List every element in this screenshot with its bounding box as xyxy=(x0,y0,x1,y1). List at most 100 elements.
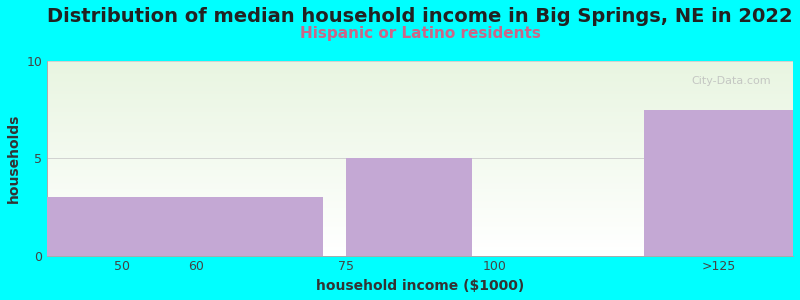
Bar xyxy=(47,163,793,164)
Bar xyxy=(47,242,793,243)
Bar xyxy=(47,73,793,74)
Bar xyxy=(47,255,793,256)
Bar xyxy=(47,174,793,175)
Bar xyxy=(47,69,793,70)
Bar xyxy=(47,169,793,170)
Bar xyxy=(47,86,793,87)
Bar xyxy=(47,160,793,161)
Bar xyxy=(47,106,793,108)
Bar xyxy=(47,145,793,146)
Bar xyxy=(47,140,793,141)
Bar xyxy=(47,238,793,239)
Bar xyxy=(47,118,793,119)
Bar xyxy=(47,253,793,254)
Bar xyxy=(47,105,793,106)
Bar xyxy=(47,136,793,137)
Bar xyxy=(47,204,793,205)
Bar xyxy=(47,215,793,216)
Bar xyxy=(47,218,793,219)
X-axis label: household income ($1000): household income ($1000) xyxy=(316,279,524,293)
Bar xyxy=(47,68,793,69)
Bar xyxy=(47,219,793,220)
Bar xyxy=(47,129,793,130)
Bar xyxy=(47,108,793,109)
Bar xyxy=(47,220,793,221)
Bar xyxy=(47,193,793,194)
Bar xyxy=(644,110,793,256)
Bar xyxy=(47,97,793,98)
Bar xyxy=(47,79,793,80)
Bar xyxy=(47,152,793,153)
Bar xyxy=(47,116,793,117)
Bar xyxy=(47,159,793,160)
Text: City-Data.com: City-Data.com xyxy=(691,76,770,86)
Bar xyxy=(47,167,793,168)
Bar xyxy=(47,190,793,191)
Bar xyxy=(47,119,793,120)
Bar xyxy=(47,243,793,244)
Bar xyxy=(47,83,793,84)
Bar xyxy=(47,122,793,123)
Bar xyxy=(47,144,793,145)
Bar xyxy=(47,110,793,112)
Bar xyxy=(47,184,793,185)
Bar xyxy=(47,224,793,225)
Bar xyxy=(47,230,793,231)
Bar xyxy=(47,189,793,190)
Bar xyxy=(47,146,793,148)
Bar xyxy=(47,228,793,229)
Bar xyxy=(47,164,793,165)
Text: Hispanic or Latino residents: Hispanic or Latino residents xyxy=(300,26,541,41)
Bar xyxy=(47,101,793,102)
Bar xyxy=(47,232,793,233)
Bar xyxy=(47,216,793,217)
Bar xyxy=(47,226,793,227)
Bar xyxy=(47,176,793,177)
Bar xyxy=(47,155,793,156)
Bar xyxy=(47,117,793,118)
Bar xyxy=(47,233,793,234)
Bar xyxy=(47,61,793,62)
Bar xyxy=(47,71,793,73)
Bar xyxy=(47,98,793,99)
Bar xyxy=(47,247,793,248)
Bar xyxy=(47,162,793,163)
Bar xyxy=(47,207,793,208)
Y-axis label: households: households xyxy=(7,113,21,203)
Bar xyxy=(47,206,793,207)
Bar xyxy=(47,113,793,114)
Bar xyxy=(47,213,793,214)
Bar xyxy=(47,114,793,116)
Bar xyxy=(47,185,793,187)
Bar xyxy=(47,252,793,253)
Bar xyxy=(47,182,793,183)
Bar xyxy=(47,94,793,95)
Bar xyxy=(47,138,793,139)
Bar xyxy=(47,211,793,212)
Bar xyxy=(47,240,793,241)
Bar xyxy=(47,156,793,157)
Bar xyxy=(47,237,793,238)
Bar xyxy=(47,202,793,203)
Title: Distribution of median household income in Big Springs, NE in 2022: Distribution of median household income … xyxy=(47,7,793,26)
Bar xyxy=(47,103,793,104)
Bar xyxy=(47,142,793,143)
Bar xyxy=(47,96,793,97)
Bar xyxy=(47,82,793,83)
Bar xyxy=(47,181,793,182)
Bar xyxy=(47,236,793,237)
Bar xyxy=(47,65,793,66)
Bar xyxy=(47,197,323,256)
Bar xyxy=(47,149,793,150)
Bar xyxy=(47,102,793,103)
Bar xyxy=(47,132,793,133)
Bar xyxy=(47,126,793,127)
Bar xyxy=(47,153,793,154)
Bar xyxy=(47,154,793,155)
Bar xyxy=(47,191,793,192)
Bar xyxy=(47,173,793,174)
Bar xyxy=(47,254,793,255)
Bar xyxy=(47,208,793,209)
Bar xyxy=(47,131,793,132)
Bar xyxy=(47,187,793,188)
